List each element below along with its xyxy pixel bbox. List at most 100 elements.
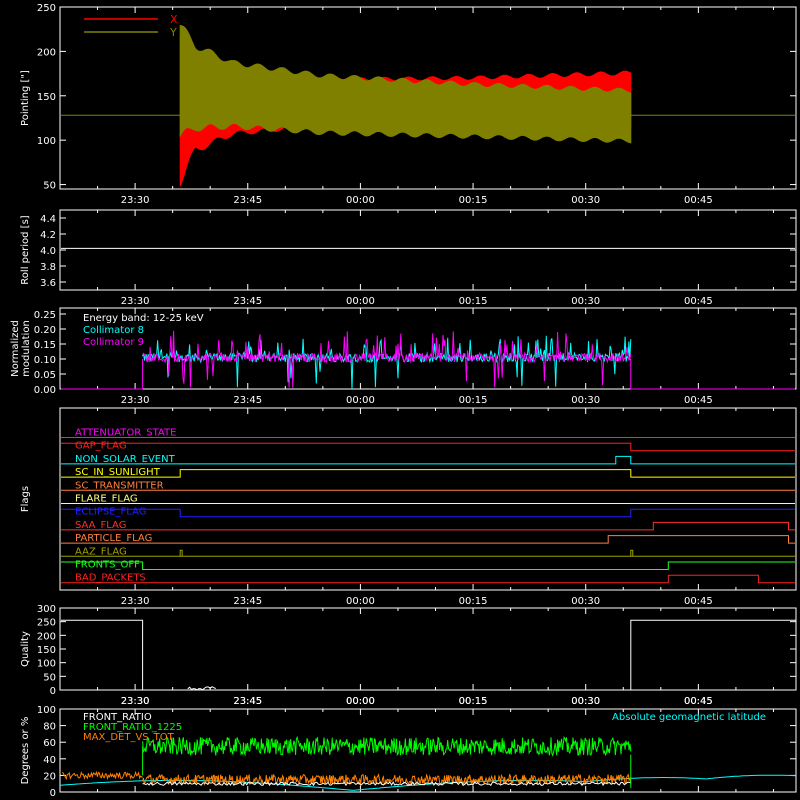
y-tick-label: 100 [37,136,56,147]
x-tick-label: 00:30 [571,696,600,707]
legend-label: FRONT_RATIO [83,712,152,723]
flag-label: FLARE_FLAG [75,494,138,505]
x-tick-label: 23:30 [121,696,150,707]
quality-blips [187,686,216,691]
y-tick-label: 4.2 [40,230,56,241]
flag-line-gap_flag [61,442,796,452]
x-tick-label: 23:45 [233,395,262,406]
flag-line-fronts_off [61,561,795,570]
x-tick-label: 00:15 [459,195,488,206]
y-tick-label: 50 [43,672,56,683]
x-tick-label: 23:30 [121,296,150,307]
x-tick-label: 00:45 [684,696,713,707]
y-tick-label: 200 [37,631,56,642]
y-axis-label: Roll period [s] [20,215,31,284]
x-tick-label: 00:15 [459,296,488,307]
y-tick-label: 3.6 [40,278,56,289]
y-tick-label: 0.00 [34,385,56,396]
flag-label: GAP_FLAG [75,441,127,452]
x-tick-label: 23:45 [233,296,262,307]
right-legend-label: Absolute geomagnetic latitude [612,712,766,723]
quality-line [61,619,796,691]
y-tick-label: 0.20 [34,325,56,336]
y-axis-label: modulation [21,320,32,377]
panel-6: 0 20 40 60 80 100 Degrees or % 23:30 23:45 00:00 0… [20,696,797,799]
x-tick-label: 00:30 [571,696,600,707]
flag-label: SC_IN_SUNLIGHT [75,467,161,478]
y-tick-label: 0.10 [34,355,56,366]
x-tick-label: 23:45 [233,696,262,707]
x-tick-label: 00:45 [684,696,713,707]
panel-3: 23:30 23:45 00:00 00:15 00:30 00:45 0.00 0.05 0.… [10,307,797,406]
legend-label: Collimator 8 [83,325,144,336]
x-tick-label: 00:45 [684,395,713,406]
flag-label: SC_TRANSMITTER [75,480,164,491]
flag-label: BAD_PACKETS [75,573,146,584]
x-tick-label: 23:30 [121,195,150,206]
x-tick-label: 00:00 [346,596,375,607]
y-tick-label: 40 [43,755,56,766]
x-tick-label: 00:15 [459,395,488,406]
y-tick-label: 0.05 [34,370,56,381]
legend-label: Y [169,26,177,39]
y-tick-label: 0 [50,686,56,697]
y-axis-label: Flags [20,486,31,512]
y-axis-label: Quality [20,631,31,667]
y-tick-label: 4.0 [40,246,56,257]
x-tick-label: 00:45 [684,596,713,607]
legend-label: X [170,13,178,26]
x-tick-label: 00:00 [346,395,375,406]
flag-line-aaz_flag [61,549,795,557]
modulation-edges [61,359,795,390]
flag-label: ECLIPSE_FLAG [75,507,146,518]
y-tick-label: 0 [50,788,56,799]
panel-frame [59,708,797,793]
flag-line-eclipse_flag [61,508,795,518]
x-tick-label: 00:00 [346,696,375,707]
x-tick-label: 00:30 [571,596,600,607]
panel-frame [59,407,797,591]
x-tick-label: 23:30 [121,696,150,707]
panel-1: 23:30 23:45 00:00 00:15 00:30 00:45 50 100 150 20… [20,3,797,206]
flag-line-non_solar_event [61,455,795,465]
x-tick-label: 23:45 [233,195,262,206]
flag-line-particle_flag [61,535,795,544]
panel-frame [59,307,797,390]
x-tick-label: 00:00 [346,696,375,707]
y-tick-label: 0.15 [34,340,56,351]
flag-label: FRONTS_OFF [75,560,140,571]
max-det-vs-tot-before [61,770,143,781]
y-tick-label: 20 [43,771,56,782]
flag-label: AAZ_FLAG [75,546,127,557]
x-tick-label: 00:15 [459,596,488,607]
x-tick-label: 23:45 [233,596,262,607]
x-tick-label: 23:30 [121,596,150,607]
legend-label: MAX_DET_VS_TOT [83,732,175,743]
x-tick-label: 00:15 [459,696,488,707]
y-tick-label: 100 [37,705,56,716]
series-y-band [179,24,632,144]
panel-4: 23:30 23:45 00:00 00:15 00:30 00:45 Flags ATTEN… [20,407,797,607]
y-tick-label: 80 [43,722,56,733]
flag-line-sc_in_sunlight [61,469,795,478]
front-ratio-1225-line [142,735,632,757]
y-tick-label: 250 [37,3,56,14]
panel-frame [59,6,797,190]
flag-line-bad_packets [61,574,795,584]
y-tick-label: 0.25 [34,310,56,321]
y-tick-label: 200 [37,47,56,58]
x-tick-label: 00:45 [684,195,713,206]
x-tick-label: 00:30 [571,195,600,206]
panel-5: 23:30 23:45 00:00 00:15 00:30 00:45 0 50 100 150 2… [20,604,797,707]
flag-label: PARTICLE_FLAG [75,533,152,544]
y-tick-label: 60 [43,738,56,749]
x-tick-label: 23:30 [121,395,150,406]
flag-label: ATTENUATOR_STATE [75,428,176,439]
legend-label: FRONT_RATIO_1225 [83,722,182,733]
flag-line-saa_flag [61,521,795,531]
energy-band-label: Energy band: 12-25 keV [83,313,204,324]
y-tick-label: 150 [37,645,56,656]
y-axis-label: Degrees or % [20,717,31,785]
x-tick-label: 00:15 [459,696,488,707]
